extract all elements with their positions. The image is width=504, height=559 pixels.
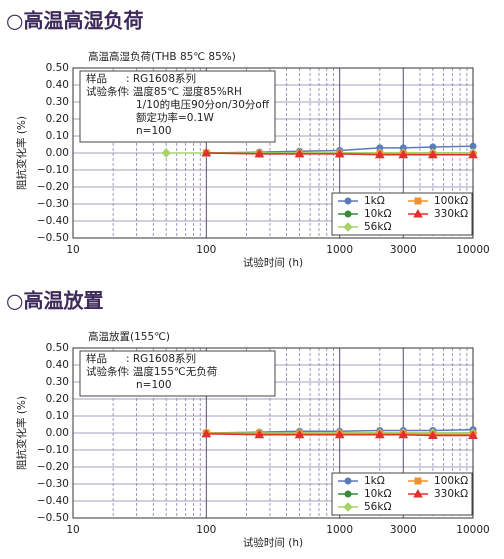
- y-tick-label: 0.20: [46, 113, 69, 125]
- marker: [398, 149, 409, 159]
- series-line: [206, 428, 474, 434]
- legend-marker: [344, 490, 352, 498]
- y-tick-label: −0.20: [37, 461, 69, 473]
- marker: [161, 148, 171, 158]
- y-tick-label: 0.30: [46, 96, 69, 108]
- series-line: [206, 152, 473, 156]
- legend-marker: [343, 502, 353, 512]
- y-tick-label: −0.40: [37, 215, 69, 227]
- info-text: n=100: [136, 379, 172, 391]
- legend-marker: [344, 197, 352, 205]
- legend-label: 330kΩ: [434, 488, 468, 500]
- y-tick-label: −0.10: [37, 444, 69, 456]
- y-tick-label: 0.10: [46, 130, 69, 142]
- y-tick-label: −0.20: [37, 181, 69, 193]
- y-tick-label: −0.40: [37, 495, 69, 507]
- info-label: 试验条件: [86, 365, 128, 378]
- x-tick-label: 3000: [390, 244, 417, 256]
- y-tick-label: 0.40: [46, 359, 69, 371]
- info-text: : RG1608系列: [126, 72, 196, 85]
- legend-label: 10kΩ: [364, 208, 391, 220]
- y-tick-label: −0.50: [37, 512, 69, 524]
- series-line: [206, 433, 473, 437]
- legend-marker: [413, 488, 423, 498]
- y-tick-label: −0.30: [37, 198, 69, 210]
- marker: [294, 429, 305, 439]
- marker: [334, 148, 345, 158]
- y-tick-label: 0.40: [46, 79, 69, 91]
- marker: [334, 429, 345, 439]
- marker: [398, 429, 409, 439]
- info-label: 样品: [86, 352, 107, 365]
- legend-label: 56kΩ: [364, 501, 391, 513]
- x-tick-label: 10: [66, 524, 79, 536]
- info-label: 试验条件: [86, 85, 128, 98]
- x-tick-label: 10000: [456, 244, 489, 256]
- legend-marker: [414, 477, 422, 485]
- x-tick-label: 10: [66, 244, 79, 256]
- y-tick-label: −0.10: [37, 164, 69, 176]
- legend-label: 10kΩ: [364, 488, 391, 500]
- x-tick-label: 100: [196, 244, 216, 256]
- marker: [374, 149, 385, 159]
- section-heading: ○高温放置: [6, 289, 103, 313]
- info-box: [79, 350, 276, 397]
- legend-marker: [343, 222, 353, 232]
- y-tick-label: 0.10: [46, 410, 69, 422]
- info-text: 额定功率=0.1W: [136, 111, 214, 124]
- series-line: [206, 432, 473, 436]
- y-axis-label: 阻抗变化率 (%): [15, 116, 28, 190]
- marker: [428, 149, 438, 159]
- marker: [254, 148, 265, 158]
- info-box: [79, 70, 276, 143]
- section-heading: ○高温高湿负荷: [6, 9, 143, 33]
- legend-marker: [413, 208, 423, 218]
- x-tick-label: 10000: [456, 524, 489, 536]
- x-tick-label: 1000: [326, 524, 353, 536]
- legend-label: 100kΩ: [434, 475, 468, 487]
- y-tick-label: 0.50: [46, 342, 69, 354]
- legend-label: 1kΩ: [364, 475, 385, 487]
- legend-marker: [344, 477, 352, 485]
- chart-title: 高温高湿负荷(THB 85℃ 85%): [88, 50, 236, 63]
- marker: [374, 429, 385, 439]
- x-tick-label: 100: [196, 524, 216, 536]
- info-text: 1/10的电压90分on/30分off: [136, 98, 270, 111]
- y-axis-label: 阻抗变化率 (%): [15, 396, 28, 470]
- info-text: : 温度85℃ 湿度85%RH: [126, 85, 242, 98]
- marker: [468, 149, 478, 159]
- chart-title: 高温放置(155℃): [88, 330, 170, 343]
- marker: [468, 430, 478, 440]
- info-text: : RG1608系列: [126, 352, 196, 365]
- y-tick-label: 0.20: [46, 393, 69, 405]
- marker: [428, 430, 438, 440]
- x-tick-label: 1000: [326, 244, 353, 256]
- marker: [294, 148, 305, 158]
- legend-label: 330kΩ: [434, 208, 468, 220]
- x-tick-label: 3000: [390, 524, 417, 536]
- y-tick-label: −0.30: [37, 478, 69, 490]
- info-text: n=100: [136, 125, 172, 137]
- marker: [201, 428, 212, 438]
- legend-label: 1kΩ: [364, 195, 385, 207]
- y-tick-label: 0.50: [46, 62, 69, 74]
- marker: [254, 429, 265, 439]
- info-label: 样品: [86, 72, 107, 85]
- y-tick-label: −0.50: [37, 232, 69, 244]
- legend-label: 56kΩ: [364, 221, 391, 233]
- legend-marker: [414, 197, 422, 205]
- legend-marker: [344, 210, 352, 218]
- series-line: [206, 145, 474, 154]
- x-axis-label: 试验时间 (h): [243, 536, 303, 549]
- marker: [201, 147, 212, 157]
- y-tick-label: 0.00: [46, 147, 69, 159]
- info-text: : 温度155℃无负荷: [126, 365, 217, 378]
- legend-label: 100kΩ: [434, 195, 468, 207]
- y-tick-label: 0.30: [46, 376, 69, 388]
- y-tick-label: 0.00: [46, 427, 69, 439]
- x-axis-label: 试验时间 (h): [243, 256, 303, 269]
